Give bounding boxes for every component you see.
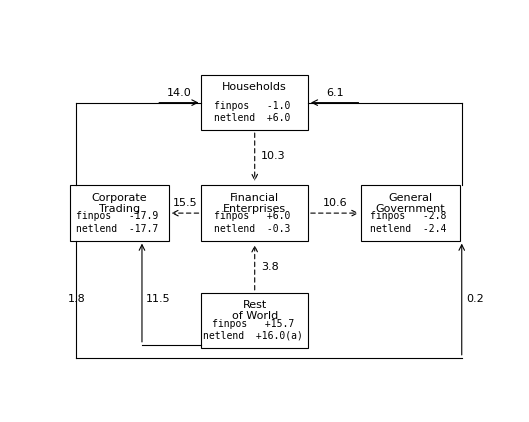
Bar <box>202 293 308 348</box>
Bar <box>202 186 308 241</box>
Text: Rest
of World: Rest of World <box>232 300 278 322</box>
Text: 15.5: 15.5 <box>172 198 197 208</box>
Text: 1.8: 1.8 <box>68 294 86 304</box>
Text: 10.6: 10.6 <box>322 198 347 208</box>
Text: finpos   -2.8: finpos -2.8 <box>370 211 446 222</box>
Text: 10.3: 10.3 <box>261 151 286 161</box>
Text: 0.2: 0.2 <box>466 294 484 304</box>
Text: finpos   -17.9: finpos -17.9 <box>76 211 159 222</box>
Text: General
Government: General Government <box>376 192 445 214</box>
Text: 6.1: 6.1 <box>326 88 343 98</box>
Text: netlend  -2.4: netlend -2.4 <box>370 224 446 234</box>
Text: netlend  +16.0(a): netlend +16.0(a) <box>203 331 303 341</box>
Text: Households: Households <box>222 82 287 92</box>
Text: finpos   -1.0: finpos -1.0 <box>214 101 291 111</box>
Text: netlend  -17.7: netlend -17.7 <box>76 224 159 234</box>
Text: netlend  +6.0: netlend +6.0 <box>214 113 291 123</box>
Text: finpos   +6.0: finpos +6.0 <box>214 211 291 222</box>
Text: 11.5: 11.5 <box>146 294 171 304</box>
Bar <box>70 186 169 241</box>
Text: 14.0: 14.0 <box>167 88 191 98</box>
Text: netlend  -0.3: netlend -0.3 <box>214 224 291 234</box>
Text: Financial
Enterprises: Financial Enterprises <box>223 192 286 214</box>
Text: 3.8: 3.8 <box>261 262 279 272</box>
Bar <box>202 75 308 130</box>
Text: finpos   +15.7: finpos +15.7 <box>212 319 294 329</box>
Text: Corporate
Trading: Corporate Trading <box>92 192 147 214</box>
Bar <box>361 186 460 241</box>
